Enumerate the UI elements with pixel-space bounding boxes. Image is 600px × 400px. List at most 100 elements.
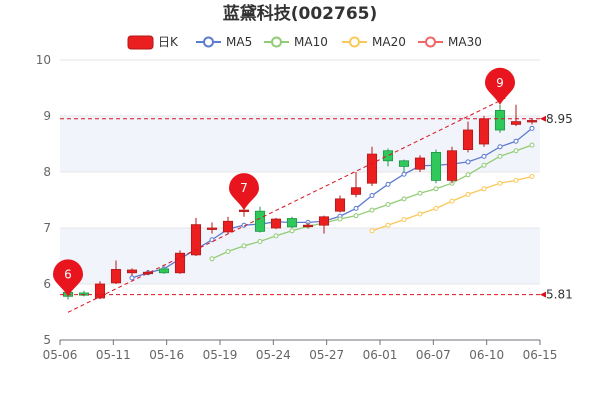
legend-label: MA5 bbox=[226, 35, 252, 49]
candle-body bbox=[318, 216, 330, 226]
axes: 5 6 7 8 9 10 05-06 05-11 05-16 05-19 05-24 05-27 06-… bbox=[36, 53, 558, 362]
candle-body bbox=[302, 224, 314, 228]
legend-item-ma20: MA20 bbox=[342, 35, 406, 49]
pin-marker bbox=[229, 173, 259, 211]
ma-point-ma10 bbox=[465, 172, 471, 178]
ma-point-ma10 bbox=[353, 213, 359, 219]
candle-body bbox=[222, 220, 234, 233]
ma-point-ma10 bbox=[385, 201, 391, 207]
legend-label: MA30 bbox=[448, 35, 482, 49]
ma-point-ma20 bbox=[385, 222, 391, 228]
ma-point-ma20 bbox=[497, 180, 503, 186]
candle-body bbox=[526, 120, 538, 123]
candle-body bbox=[414, 157, 426, 170]
candles bbox=[62, 104, 538, 300]
legend-item-日k: 日K bbox=[127, 35, 179, 50]
pin-marker bbox=[485, 67, 515, 105]
candle-body bbox=[174, 252, 186, 274]
candle-body bbox=[270, 218, 282, 229]
pin-marker bbox=[53, 259, 84, 297]
candle-body bbox=[286, 218, 298, 228]
legend-label: MA20 bbox=[372, 35, 406, 49]
x-tick-label: 05-19 bbox=[203, 348, 238, 362]
ma-point-ma10 bbox=[513, 148, 519, 154]
pin-label: 9 bbox=[496, 76, 504, 90]
ma-point-ma10 bbox=[337, 216, 343, 222]
y-tick-label: 9 bbox=[43, 109, 51, 123]
ma-point-ma10 bbox=[401, 196, 407, 202]
y-tick-label: 8 bbox=[43, 165, 51, 179]
ma-point-ma10 bbox=[433, 186, 439, 192]
ma-point-ma20 bbox=[369, 228, 375, 234]
candle-body bbox=[430, 151, 442, 181]
legend-swatch-dot bbox=[203, 36, 214, 48]
ma-point-ma10 bbox=[369, 207, 375, 213]
ma-point-ma20 bbox=[465, 191, 471, 197]
ma-point-ma5 bbox=[513, 138, 519, 144]
x-tick-label: 05-16 bbox=[149, 348, 184, 362]
ma-point-ma10 bbox=[529, 142, 535, 148]
ma-point-ma5 bbox=[369, 193, 375, 199]
y-tick-label: 7 bbox=[43, 221, 51, 235]
moving-averages bbox=[129, 125, 535, 281]
ma-point-ma5 bbox=[129, 275, 135, 281]
candle-body bbox=[142, 271, 154, 275]
legend-swatch-dot bbox=[425, 36, 436, 48]
candle-body bbox=[238, 209, 250, 212]
candle-body bbox=[494, 110, 506, 131]
pin-label: 6 bbox=[64, 267, 72, 281]
ma-point-ma10 bbox=[225, 249, 231, 255]
ma-point-ma20 bbox=[433, 205, 439, 211]
x-tick-label: 05-06 bbox=[43, 348, 78, 362]
legend-swatch bbox=[127, 35, 154, 50]
ma-point-ma10 bbox=[289, 228, 295, 234]
x-tick-label: 05-27 bbox=[309, 348, 344, 362]
candle-body bbox=[366, 153, 378, 184]
legend-swatch-dot bbox=[271, 36, 282, 48]
grid bbox=[60, 59, 540, 341]
ma-point-ma10 bbox=[497, 153, 503, 159]
x-tick-label: 05-11 bbox=[96, 348, 131, 362]
ma-point-ma10 bbox=[417, 190, 423, 196]
ref-line-label: 8.95 bbox=[546, 112, 573, 126]
candle-body bbox=[126, 269, 138, 274]
candle-body bbox=[158, 268, 170, 274]
candle-body bbox=[78, 292, 90, 296]
ma-point-ma5 bbox=[481, 153, 487, 159]
ma-point-ma10 bbox=[241, 243, 247, 249]
ma-point-ma10 bbox=[257, 238, 263, 244]
candle-body bbox=[446, 150, 458, 181]
candle-body bbox=[206, 227, 218, 230]
legend-label: MA10 bbox=[294, 35, 328, 49]
ma-point-ma5 bbox=[465, 159, 471, 165]
candle-body bbox=[334, 198, 346, 212]
ma-point-ma20 bbox=[417, 211, 423, 217]
candle-body bbox=[510, 121, 522, 125]
ma-point-ma5 bbox=[353, 205, 359, 211]
candle-body bbox=[382, 150, 394, 162]
candle-body bbox=[398, 160, 410, 167]
legend-label: 日K bbox=[158, 35, 179, 49]
x-tick-label: 05-24 bbox=[256, 348, 291, 362]
legend-swatch-dot bbox=[349, 36, 360, 48]
grid-band bbox=[60, 172, 540, 228]
x-tick-label: 06-07 bbox=[416, 348, 451, 362]
markers: 6 7 9 bbox=[53, 67, 515, 297]
candle-body bbox=[478, 118, 490, 145]
legend-item-ma10: MA10 bbox=[264, 35, 328, 49]
ma-point-ma5 bbox=[529, 125, 535, 131]
ma-point-ma20 bbox=[449, 198, 455, 204]
y-tick-label: 6 bbox=[43, 277, 51, 291]
x-tick-label: 06-15 bbox=[523, 348, 558, 362]
ma-point-ma20 bbox=[529, 173, 535, 179]
ma-point-ma10 bbox=[273, 233, 279, 239]
trend-line bbox=[67, 96, 509, 313]
ref-line-arrow bbox=[540, 115, 546, 122]
ma-point-ma20 bbox=[513, 177, 519, 183]
candle-body bbox=[350, 187, 362, 195]
ma-point-ma20 bbox=[481, 186, 487, 192]
grid-band bbox=[60, 284, 540, 340]
candle-body bbox=[94, 283, 106, 299]
